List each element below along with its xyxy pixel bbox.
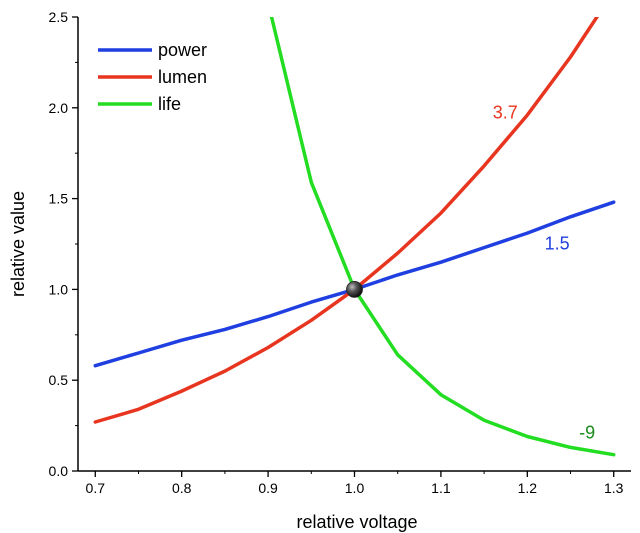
y-tick-label: 2.0 <box>49 100 69 116</box>
x-axis-title: relative voltage <box>296 512 417 532</box>
intersection-marker <box>346 280 363 298</box>
legend: power lumen life <box>98 40 207 114</box>
x-tick-label: 1.3 <box>604 480 624 496</box>
x-tick-label: 1.2 <box>518 480 538 496</box>
x-tick-label: 1.1 <box>431 480 451 496</box>
y-tick-label: 1.5 <box>49 191 69 207</box>
legend-label-life: life <box>158 94 181 114</box>
legend-label-lumen: lumen <box>158 67 207 87</box>
y-tick-label: 0.0 <box>49 463 69 479</box>
y-axis-title: relative value <box>8 191 28 297</box>
x-tick-label: 0.8 <box>172 480 192 496</box>
series-line-lumen <box>93 17 600 424</box>
y-tick-label: 2.5 <box>49 9 69 25</box>
series-line-life <box>269 17 616 457</box>
legend-label-power: power <box>158 40 207 60</box>
y-tick-label: 1.0 <box>49 281 69 297</box>
x-tick-label: 1.0 <box>345 480 365 496</box>
x-tick-label: 0.9 <box>258 480 278 496</box>
y-tick-label: 0.5 <box>49 372 69 388</box>
annotation-label: 3.7 <box>493 103 518 123</box>
annotation-label: -9 <box>579 422 595 442</box>
annotation-label: 1.5 <box>545 233 570 253</box>
x-tick-label: 0.7 <box>86 480 106 496</box>
